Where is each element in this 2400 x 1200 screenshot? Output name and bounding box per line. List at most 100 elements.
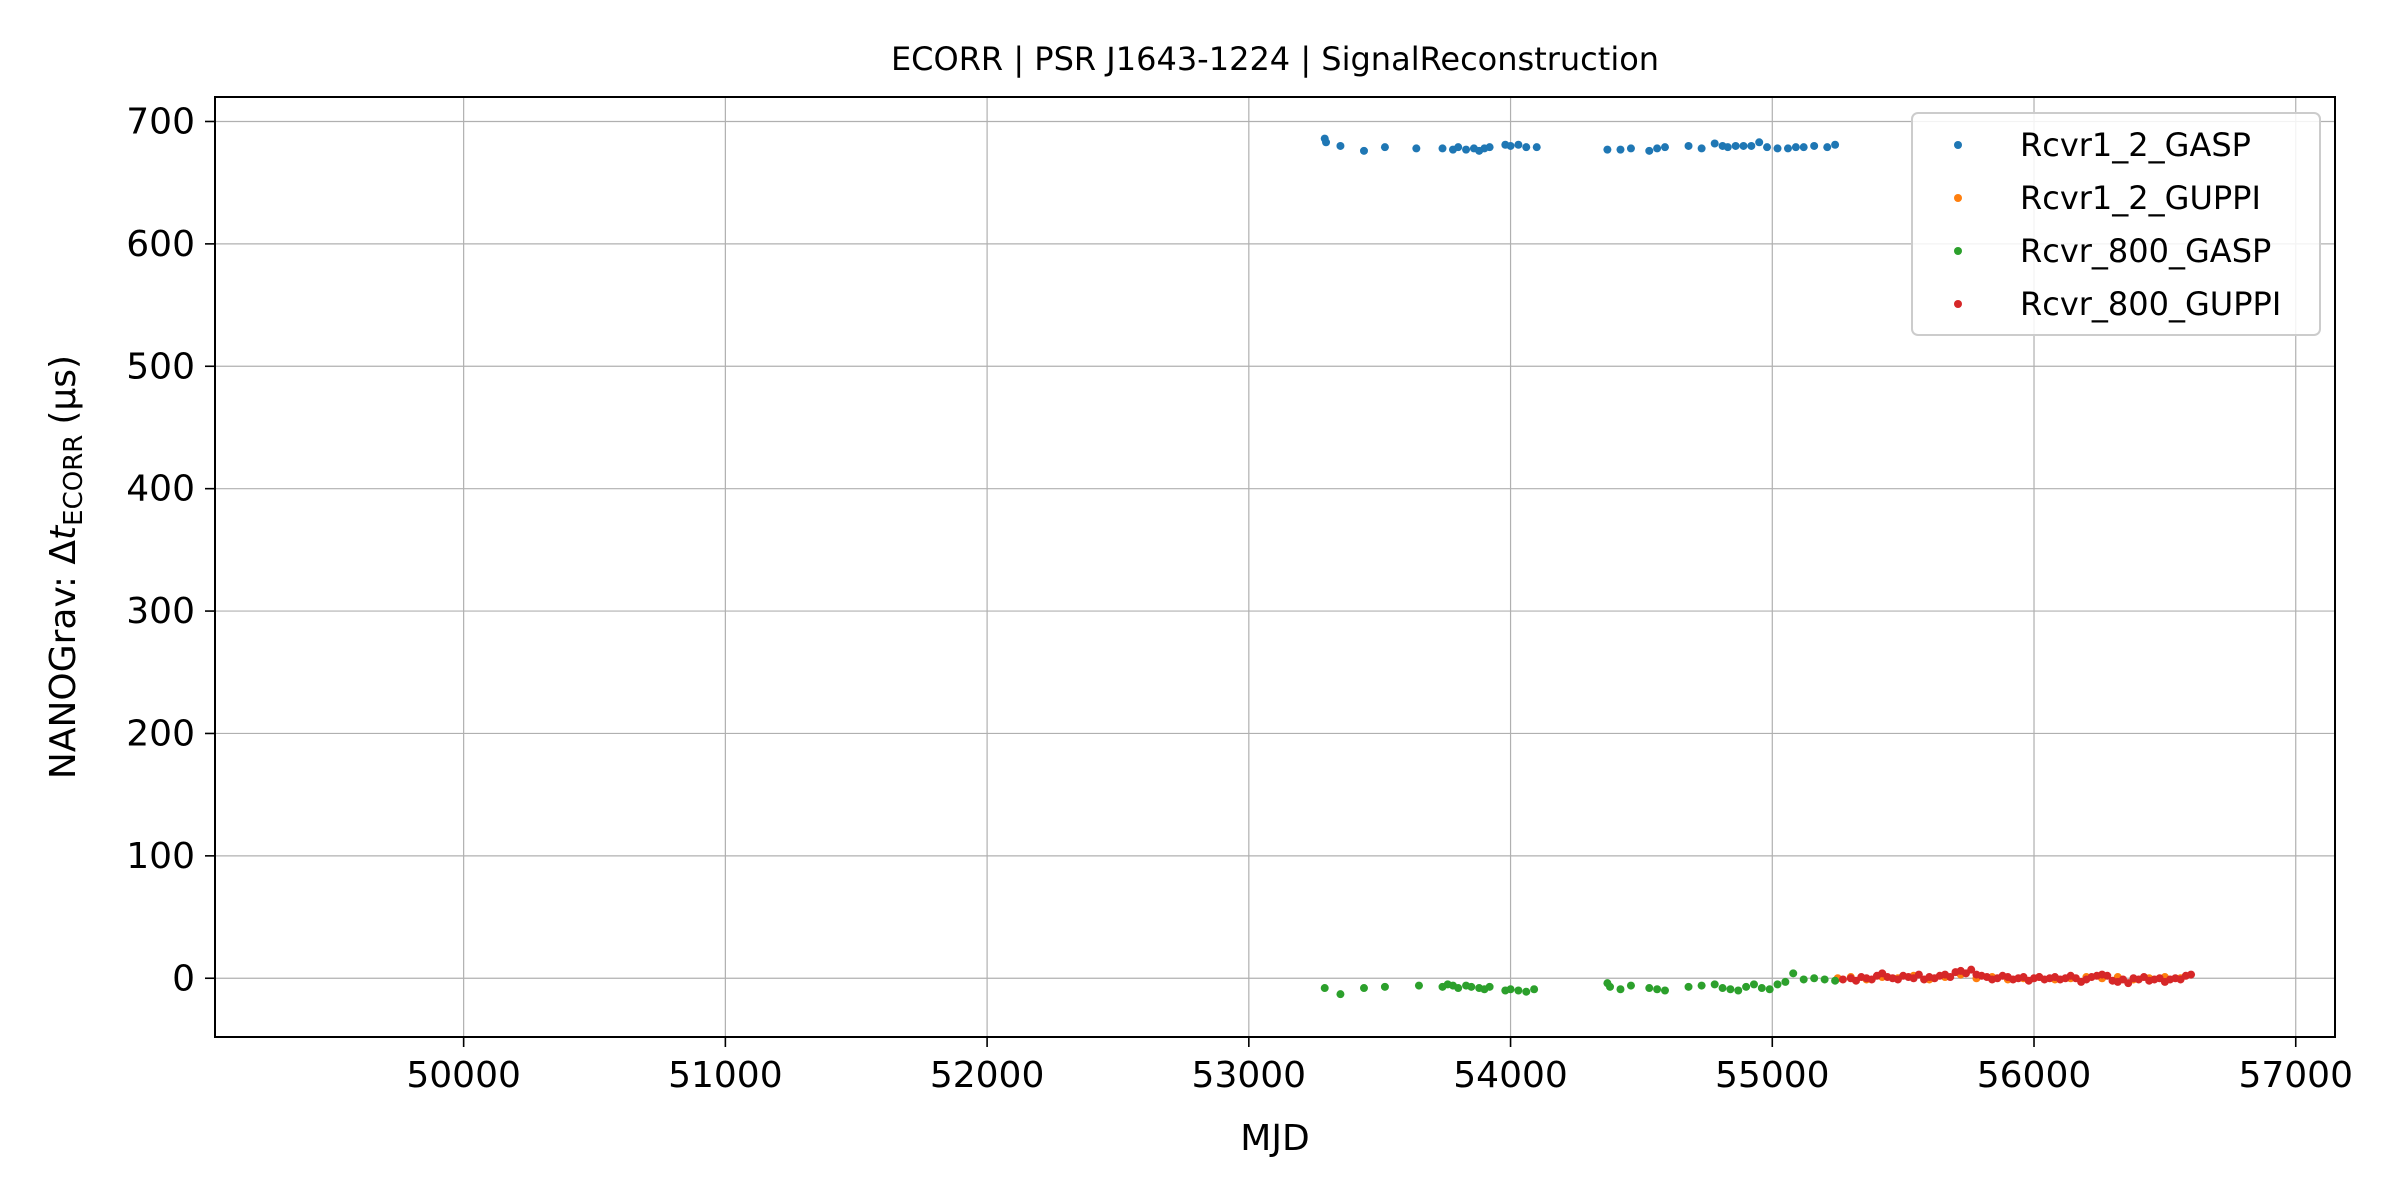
y-tick-label: 400 [126,469,195,510]
y-tick-label: 200 [126,713,195,754]
data-point [1734,986,1743,995]
data-point [1380,143,1389,152]
data-point [2124,979,2133,988]
y-axis-label-subscript: ECORR [59,435,89,526]
data-point [1530,985,1539,994]
data-point [1485,982,1494,991]
data-point [1799,975,1808,984]
legend-label: Rcvr1_2_GUPPI [2020,179,2261,217]
data-point [1506,985,1515,994]
legend-label: Rcvr_800_GUPPI [2020,285,2281,323]
data-point [1742,982,1751,991]
data-point [1653,985,1662,994]
legend-marker [1954,194,1962,202]
data-point [1820,975,1829,984]
legend-items: Rcvr1_2_GASP Rcvr1_2_GUPPI Rcvr_800_GASP Rc… [1954,126,2281,323]
data-point [1322,138,1331,147]
legend-marker [1954,247,1962,255]
data-point [1718,984,1727,993]
data-point [1653,144,1662,153]
legend: Rcvr1_2_GASP Rcvr1_2_GUPPI Rcvr_800_GASP Rc… [1911,112,2321,336]
data-point [1336,990,1345,999]
data-point [1616,145,1625,154]
y-axis-label-prefix: NANOGrav: Δ [43,540,84,779]
legend-label: Rcvr1_2_GASP [2020,126,2251,164]
x-tick-label: 52000 [930,1055,1045,1096]
data-point [1799,143,1808,152]
data-point [1359,146,1368,155]
data-point [1485,143,1494,152]
y-axis-label-var: t [43,524,84,540]
x-tick-label: 53000 [1192,1055,1307,1096]
data-point [1380,982,1389,991]
series-Rcvr_800_GASP [1320,969,1840,999]
data-point [1532,143,1541,152]
y-tick-label: 100 [126,836,195,877]
data-point [1645,984,1654,993]
data-point [1765,985,1774,994]
y-tick-label: 500 [126,346,195,387]
y-axis: 0 100 200 300 400 500 600 700 [126,101,215,999]
y-axis-label-unit: (μs) [43,355,84,425]
data-point [1336,141,1345,150]
data-point [1522,987,1531,996]
data-point [1454,143,1463,152]
data-point [1914,970,1923,979]
data-point [1967,965,1976,974]
chart-title: ECORR | PSR J1643-1224 | SignalReconstru… [891,40,1659,78]
data-point [1660,986,1669,995]
data-point [1726,985,1735,994]
data-point [1831,140,1840,149]
x-tick-label: 50000 [406,1055,521,1096]
data-point [1789,969,1798,978]
data-point [1783,144,1792,153]
data-point [1660,143,1669,152]
data-point [1606,982,1615,991]
data-point [1438,144,1447,153]
data-point [1763,143,1772,152]
data-point [1781,977,1790,986]
data-point [1810,141,1819,150]
y-tick-label: 300 [126,591,195,632]
data-point [1626,144,1635,153]
data-point [1412,144,1421,153]
data-point [1791,143,1800,152]
series-Rcvr1_2_GASP [1320,134,1840,155]
data-point [1603,145,1612,154]
data-point [1710,980,1719,989]
data-point [1739,141,1748,150]
data-point [1723,143,1732,152]
data-point [1755,138,1764,147]
data-point [1645,146,1654,155]
data-point [1514,986,1523,995]
x-tick-label: 57000 [2238,1055,2353,1096]
data-point [1749,980,1758,989]
data-point [1684,982,1693,991]
y-tick-label: 600 [126,224,195,265]
data-point [1838,975,1847,984]
data-point [1710,139,1719,148]
data-point [1320,984,1329,993]
data-point [1773,980,1782,989]
data-point [1462,145,1471,154]
x-tick-label: 54000 [1453,1055,1568,1096]
data-point [1697,981,1706,990]
data-point [1522,143,1531,152]
data-point [1823,143,1832,152]
data-point [1454,984,1463,993]
data-point [2103,971,2112,980]
y-tick-label: 0 [172,958,195,999]
y-tick-label: 700 [126,101,195,142]
y-axis-label: NANOGrav: ΔtECORR (μs) [43,355,89,779]
data-point [1946,973,1955,982]
data-point [1684,141,1693,150]
data-point [1514,140,1523,149]
data-points [1320,134,2196,999]
data-point [1414,981,1423,990]
x-tick-label: 55000 [1715,1055,1830,1096]
series-Rcvr_800_GUPPI [1838,965,2196,988]
data-point [1697,144,1706,153]
data-point [1831,976,1840,985]
data-point [1467,982,1476,991]
